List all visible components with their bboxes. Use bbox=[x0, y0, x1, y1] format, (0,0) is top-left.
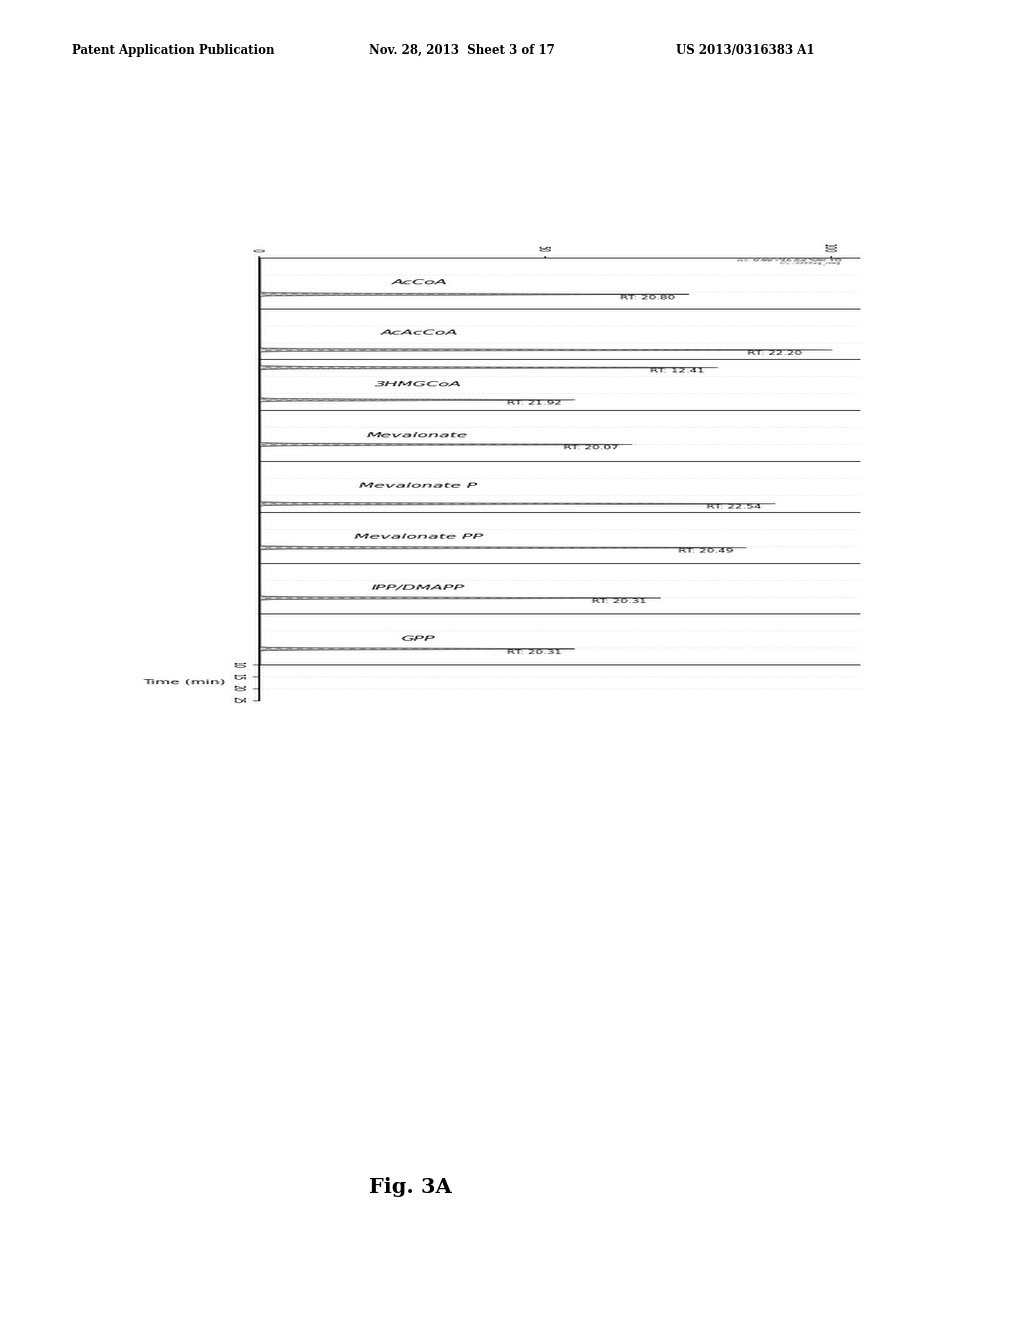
Text: Patent Application Publication: Patent Application Publication bbox=[72, 44, 274, 57]
Text: US 2013/0316383 A1: US 2013/0316383 A1 bbox=[676, 44, 814, 57]
Text: Nov. 28, 2013  Sheet 3 of 17: Nov. 28, 2013 Sheet 3 of 17 bbox=[369, 44, 554, 57]
Text: Fig. 3A: Fig. 3A bbox=[369, 1177, 452, 1197]
